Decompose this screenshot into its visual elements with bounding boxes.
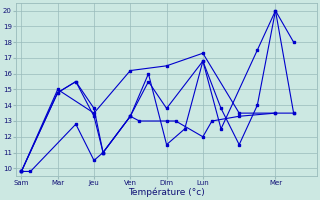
X-axis label: Température (°c): Température (°c) bbox=[128, 188, 205, 197]
